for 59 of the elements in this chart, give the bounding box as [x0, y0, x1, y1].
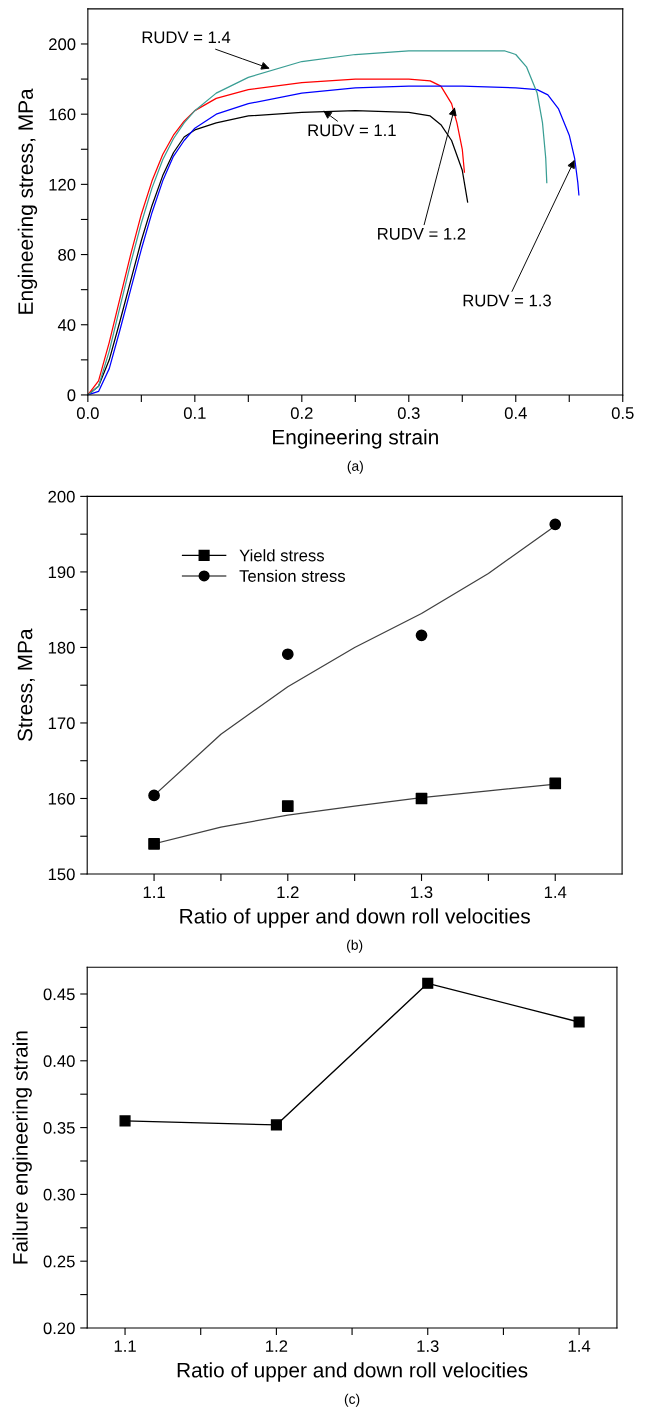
y-axis-title: Failure engineering strain	[12, 1031, 32, 1264]
x-tick-label: 1.3	[417, 1340, 439, 1353]
y-tick-label: 160	[48, 792, 75, 805]
y-tick-label: 160	[49, 108, 76, 121]
x-tick-label: 0.4	[504, 407, 527, 419]
legend-label: Tension stress	[239, 569, 346, 582]
point	[549, 518, 562, 531]
point	[281, 800, 294, 812]
y-tick-label: 190	[48, 566, 75, 579]
point	[119, 1115, 131, 1127]
point	[549, 777, 562, 790]
y-tick-label: 0	[67, 389, 76, 402]
point	[415, 629, 428, 642]
x-tick-label: 0.5	[611, 407, 634, 419]
text: (c)	[344, 1393, 360, 1407]
y-tick-label: 180	[48, 641, 75, 654]
annotation: RUDV = 1.3	[463, 294, 551, 307]
annotation: RUDV = 1.1	[308, 124, 396, 137]
x-axis-title: Engineering strain	[273, 429, 438, 449]
x-axis-title: Ratio of upper and down roll velocities	[180, 908, 530, 928]
y-tick-label: 200	[49, 38, 76, 51]
y-tick-label: 150	[48, 868, 75, 881]
x-tick-label: 0.0	[76, 407, 99, 419]
point	[415, 792, 428, 805]
y-tick-label: 0.40	[43, 1055, 75, 1067]
y-tick-label: 170	[48, 717, 75, 730]
y-tick-label: 0.20	[43, 1322, 75, 1335]
point	[422, 977, 434, 989]
x-tick-label: 1.1	[114, 1340, 136, 1352]
x-tick-label: 0.1	[183, 407, 206, 419]
x-tick-label: 1.4	[568, 1340, 591, 1352]
y-tick-label: 40	[57, 319, 76, 331]
point	[148, 789, 160, 802]
annotation: RUDV = 1.4	[142, 31, 231, 44]
x-tick-label: 1.2	[277, 886, 299, 898]
x-tick-label: 0.2	[290, 407, 313, 419]
x-tick-label: 0.3	[397, 407, 420, 419]
x-tick-label: 1.2	[266, 1340, 288, 1352]
text: (b)	[347, 939, 363, 953]
x-axis-title: Ratio of upper and down roll velocities	[177, 1362, 528, 1382]
y-axis-title: Stress, MPa	[17, 628, 35, 741]
legend-label: Yield stress	[239, 549, 325, 562]
y-axis-title: Engineering stress, MPa	[17, 88, 38, 314]
y-tick-label: 0.30	[43, 1188, 75, 1201]
x-tick-label: 1.3	[411, 886, 433, 899]
y-tick-label: 200	[48, 490, 75, 503]
point	[270, 1119, 282, 1131]
y-tick-label: 0.35	[43, 1121, 75, 1134]
text: (a)	[347, 460, 363, 474]
point	[148, 837, 160, 850]
point	[573, 1016, 585, 1028]
point	[281, 648, 294, 661]
annotation: RUDV = 1.2	[378, 227, 466, 240]
x-tick-label: 1.1	[143, 886, 165, 898]
y-tick-label: 80	[58, 248, 76, 261]
x-tick-label: 1.4	[544, 886, 567, 898]
y-tick-label: 120	[49, 178, 76, 191]
y-tick-label: 0.45	[43, 988, 75, 1001]
y-tick-label: 0.25	[43, 1255, 75, 1268]
